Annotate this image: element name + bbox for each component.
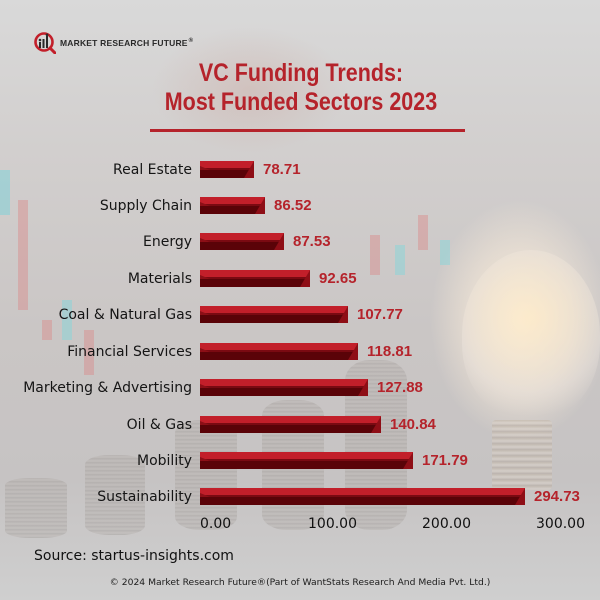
value-label: 140.84	[390, 416, 436, 433]
bar	[200, 306, 348, 323]
logo-mark-icon	[34, 32, 57, 55]
chart-title: VC Funding Trends: Most Funded Sectors 2…	[43, 59, 559, 117]
bar	[200, 452, 413, 469]
bar	[200, 161, 254, 178]
candlestick-decoration	[440, 240, 450, 265]
lightbulb-base-decoration	[492, 420, 552, 490]
bar	[200, 343, 358, 360]
bar	[200, 270, 310, 287]
category-label: Real Estate	[113, 162, 192, 178]
x-tick-label: 300.00	[536, 516, 585, 532]
bar	[200, 379, 368, 396]
bar-row: Energy 87.53	[0, 233, 600, 251]
title-line-2: Most Funded Sectors 2023	[164, 88, 438, 116]
category-label: Marketing & Advertising	[23, 380, 192, 396]
value-label: 92.65	[319, 270, 357, 287]
candlestick-decoration	[418, 215, 428, 250]
candlestick-decoration	[84, 330, 94, 375]
coin-stack-decoration	[85, 455, 145, 535]
bar-row: Mobility 171.79	[0, 452, 600, 470]
bar-row: Sustainability 294.73	[0, 488, 600, 506]
brand-name: MARKET RESEARCH FUTURE®	[60, 38, 194, 48]
candlestick-decoration	[395, 245, 405, 275]
bar-row: Oil & Gas 140.84	[0, 416, 600, 434]
candlestick-decoration	[18, 200, 28, 310]
candlestick-decoration	[42, 320, 52, 340]
brand-logo: MARKET RESEARCH FUTURE®	[34, 32, 194, 55]
category-label: Coal & Natural Gas	[58, 307, 192, 323]
bar	[200, 197, 265, 214]
bar-row: Coal & Natural Gas 107.77	[0, 306, 600, 324]
candlestick-decoration	[370, 235, 380, 275]
value-label: 107.77	[357, 306, 403, 323]
x-tick-label: 200.00	[422, 516, 471, 532]
bar	[200, 233, 284, 250]
coin-stack-decoration	[5, 478, 67, 538]
value-label: 78.71	[263, 161, 301, 178]
value-label: 294.73	[534, 488, 580, 505]
category-label: Financial Services	[67, 344, 192, 360]
category-label: Materials	[127, 271, 192, 287]
title-underline	[150, 129, 465, 132]
value-label: 87.53	[293, 233, 331, 250]
bar-row: Marketing & Advertising 127.88	[0, 379, 600, 397]
copyright-note: © 2024 Market Research Future®(Part of W…	[109, 577, 491, 588]
category-label: Oil & Gas	[126, 417, 192, 433]
value-label: 171.79	[422, 452, 468, 469]
x-tick-label: 0.00	[200, 516, 232, 532]
category-label: Sustainability	[97, 489, 192, 505]
bar-row: Materials 92.65	[0, 270, 600, 288]
candlestick-decoration	[0, 170, 10, 215]
value-label: 127.88	[377, 379, 423, 396]
value-label: 86.52	[274, 197, 312, 214]
coin-stack-decoration	[175, 420, 237, 530]
candlestick-decoration	[62, 300, 72, 340]
category-label: Energy	[142, 234, 192, 250]
lightbulb-decoration	[462, 250, 600, 420]
category-label: Supply Chain	[99, 198, 192, 214]
bar	[200, 488, 525, 505]
bar-row: Financial Services 118.81	[0, 343, 600, 361]
bar-row: Real Estate 78.71	[0, 161, 600, 179]
title-line-1: VC Funding Trends:	[198, 59, 404, 87]
source-note: Source: startus-insights.com	[34, 548, 234, 564]
bar-row: Supply Chain 86.52	[0, 197, 600, 215]
x-tick-label: 100.00	[308, 516, 357, 532]
value-label: 118.81	[367, 343, 413, 360]
bar	[200, 416, 381, 433]
category-label: Mobility	[137, 453, 192, 469]
